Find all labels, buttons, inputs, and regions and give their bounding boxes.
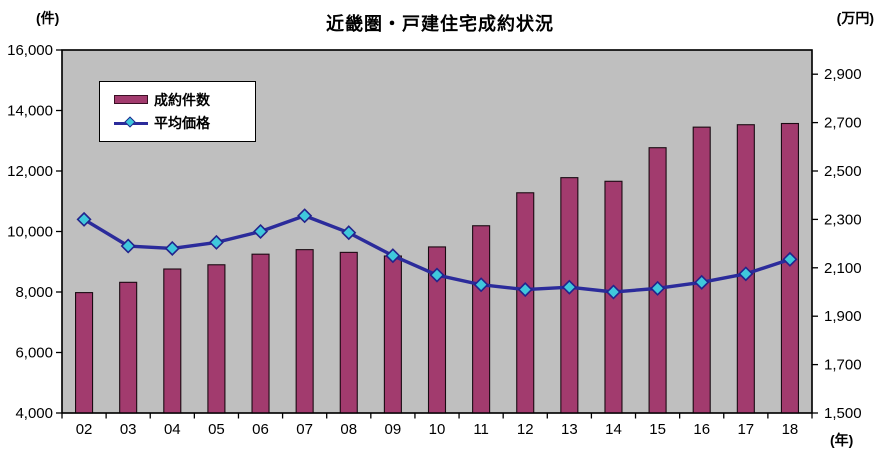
bar-05	[207, 264, 226, 414]
marker-12	[517, 282, 533, 298]
x-axis-category-label: 05	[208, 421, 225, 438]
legend-item-avg-price: 平均価格	[114, 113, 255, 133]
x-axis-category-label: 09	[385, 421, 402, 438]
x-axis-unit-label: (年)	[830, 432, 854, 448]
bar-02	[75, 292, 94, 414]
legend-label-contracts: 成約件数	[154, 91, 210, 108]
bar-03	[119, 281, 138, 414]
bar-04	[163, 268, 182, 414]
x-axis-category-label: 13	[561, 421, 578, 438]
marker-03	[120, 238, 136, 254]
marker-05	[208, 234, 224, 250]
marker-08	[341, 225, 357, 241]
left-axis-tick-label: 4,000	[15, 405, 53, 422]
chart-title: 近畿圏・戸建住宅成約状況	[326, 14, 554, 34]
marker-04	[164, 240, 180, 256]
marker-09	[385, 248, 401, 264]
right-axis-tick-label: 2,700	[824, 115, 862, 132]
bar-15	[648, 147, 667, 414]
right-axis-tick-label: 1,900	[824, 308, 862, 325]
marker-17	[738, 266, 754, 282]
right-axis-tick-label: 2,100	[824, 260, 862, 277]
x-axis-category-label: 11	[473, 421, 489, 438]
right-axis-tick-label: 2,300	[824, 211, 862, 228]
x-axis-category-label: 06	[252, 421, 269, 438]
line-series-swatch-icon	[114, 116, 148, 130]
x-axis-category-label: 02	[76, 421, 93, 438]
right-axis-tick-label: 2,500	[824, 163, 862, 180]
x-axis-category-label: 14	[605, 421, 622, 438]
bar-08	[339, 251, 358, 414]
marker-16	[694, 274, 710, 290]
left-axis-tick-label: 8,000	[15, 284, 53, 301]
x-axis-category-label: 07	[296, 421, 313, 438]
right-axis-tick-label: 1,500	[824, 405, 862, 422]
marker-06	[252, 223, 269, 240]
plot-border	[61, 49, 813, 414]
x-axis-category-label: 08	[340, 421, 357, 438]
right-axis-tick-label: 1,700	[824, 357, 862, 374]
x-axis-category-label: 15	[649, 421, 666, 438]
legend: 成約件数 平均価格	[99, 81, 256, 142]
bar-12	[516, 192, 535, 414]
legend-label-avg-price: 平均価格	[154, 115, 210, 132]
bar-06	[251, 253, 270, 414]
marker-18	[782, 251, 798, 267]
x-axis-category-label: 10	[429, 421, 446, 438]
bar-16	[692, 126, 711, 414]
bar-18	[780, 122, 799, 414]
left-axis-unit-label: (件)	[36, 10, 60, 26]
bar-07	[295, 249, 314, 414]
left-axis-tick-label: 14,000	[7, 103, 53, 120]
left-axis-tick-label: 16,000	[7, 42, 53, 59]
bar-series-swatch-icon	[114, 95, 148, 105]
marker-15	[650, 280, 666, 296]
left-axis-tick-label: 10,000	[7, 224, 53, 241]
x-axis-category-label: 04	[164, 421, 181, 438]
left-axis-tick-label: 12,000	[7, 163, 53, 180]
x-axis-category-label: 18	[782, 421, 799, 438]
x-axis-category-label: 16	[693, 421, 710, 438]
bar-11	[472, 225, 491, 414]
right-axis-unit-label: (万円)	[836, 10, 874, 26]
bar-13	[560, 177, 579, 414]
marker-13	[561, 279, 577, 295]
bar-09	[383, 255, 402, 414]
marker-10	[429, 267, 445, 283]
marker-11	[473, 277, 489, 293]
x-axis-category-label: 03	[120, 421, 137, 438]
marker-14	[605, 284, 622, 300]
marker-07	[297, 208, 313, 224]
x-axis-category-label: 12	[517, 421, 534, 438]
x-axis-category-label: 17	[737, 421, 754, 438]
right-axis-tick-label: 2,900	[824, 66, 862, 83]
left-axis-tick-label: 6,000	[15, 345, 53, 362]
legend-item-contracts: 成約件数	[114, 90, 255, 110]
marker-02	[76, 211, 92, 227]
